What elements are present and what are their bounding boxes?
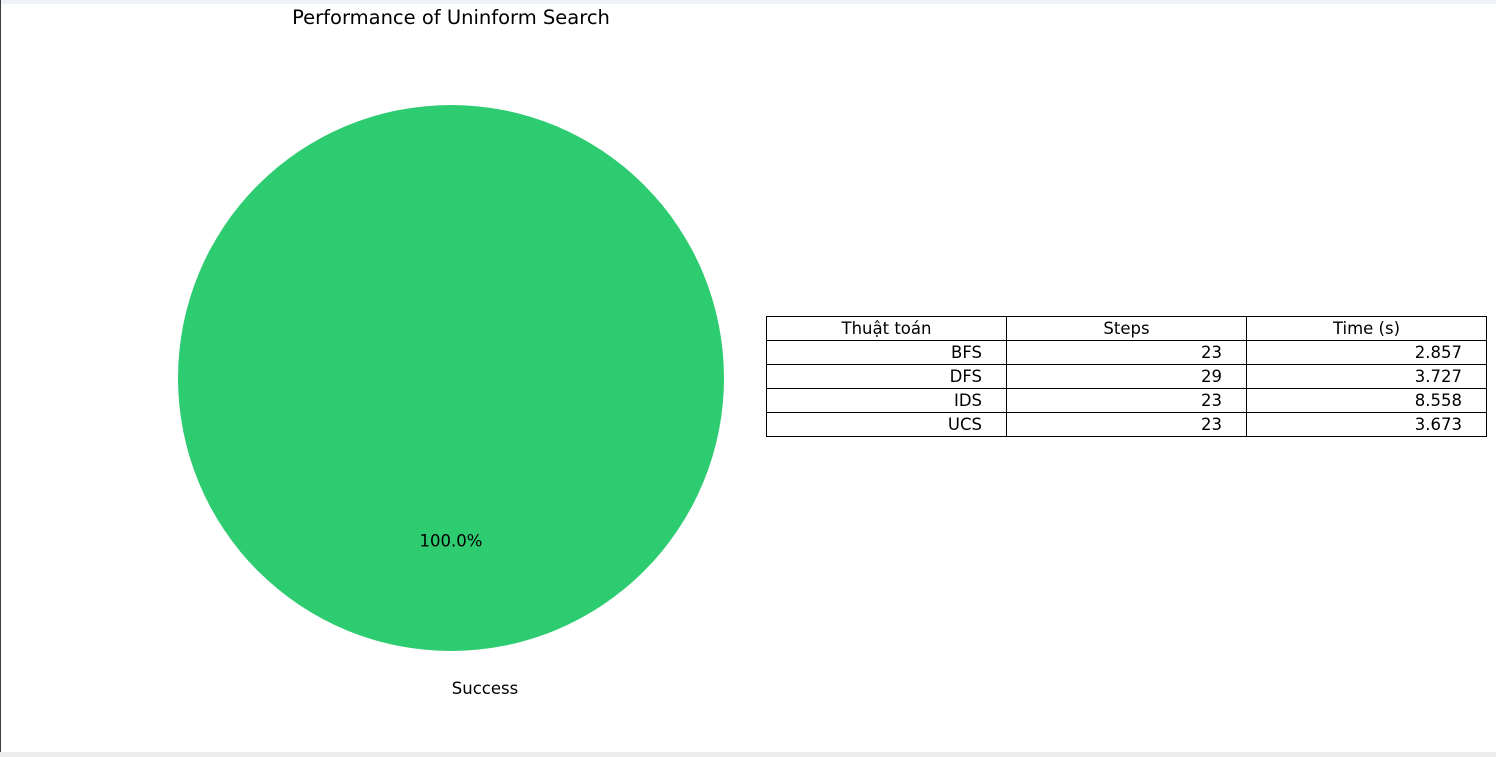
- left-border-line: [0, 0, 1, 757]
- results-table-body: Thuật toán Steps Time (s) BFS 23 2.857 DFS 29 3.…: [766, 316, 1487, 437]
- results-table: Thuật toán Steps Time (s) BFS 23 2.857 DFS 29 3.…: [766, 316, 1487, 437]
- table-cell: 23: [1006, 340, 1247, 365]
- pie-slice-success: [178, 105, 724, 651]
- bottom-border-strip: [0, 752, 1496, 757]
- table-header-cell: Time (s): [1246, 316, 1487, 341]
- table-cell: 23: [1006, 388, 1247, 413]
- table-cell: DFS: [766, 364, 1007, 389]
- pie-percent-label: 100.0%: [420, 531, 483, 550]
- table-cell: BFS: [766, 340, 1007, 365]
- table-header-cell: Thuật toán: [766, 316, 1007, 341]
- table-cell: 2.857: [1246, 340, 1487, 365]
- table-row: BFS 23 2.857: [766, 340, 1487, 365]
- pie-chart: 100.0% Success: [178, 105, 724, 698]
- table-cell: 29: [1006, 364, 1247, 389]
- table-cell: 3.673: [1246, 412, 1487, 437]
- table-header-cell: Steps: [1006, 316, 1247, 341]
- table-cell: UCS: [766, 412, 1007, 437]
- table-cell: 23: [1006, 412, 1247, 437]
- top-border-strip: [0, 0, 1496, 4]
- table-cell: IDS: [766, 388, 1007, 413]
- chart-title: Performance of Uninform Search: [292, 6, 610, 29]
- table-cell: 8.558: [1246, 388, 1487, 413]
- table-cell: 3.727: [1246, 364, 1487, 389]
- table-row: IDS 23 8.558: [766, 388, 1487, 413]
- table-header-row: Thuật toán Steps Time (s): [766, 316, 1487, 341]
- pie-category-label: Success: [452, 679, 518, 698]
- table-row: UCS 23 3.673: [766, 412, 1487, 437]
- table-row: DFS 29 3.727: [766, 364, 1487, 389]
